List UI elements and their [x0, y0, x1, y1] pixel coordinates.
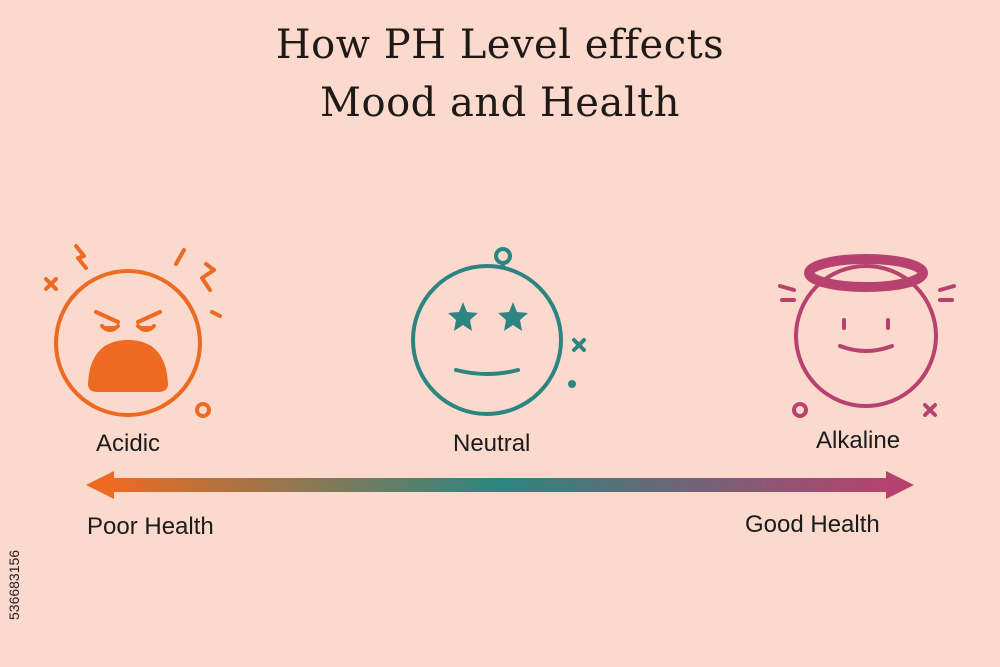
neutral-label: Neutral: [453, 430, 531, 457]
acidic-label: Acidic: [96, 430, 161, 457]
angry-face-icon: [44, 244, 222, 418]
angel-face-icon: [778, 254, 956, 418]
title-line-2: Mood and Health: [320, 80, 680, 126]
stock-image-id: 536683156: [6, 549, 22, 620]
alkaline-label: Alkaline: [816, 427, 901, 454]
star-eyes: [448, 302, 528, 331]
poor-health-label: Poor Health: [87, 513, 214, 540]
ph-scale-arrow: [86, 471, 914, 499]
star-eyes-face-icon: [411, 247, 586, 416]
title-line-1: How PH Level effects: [275, 22, 725, 68]
good-health-label: Good Health: [745, 511, 880, 538]
